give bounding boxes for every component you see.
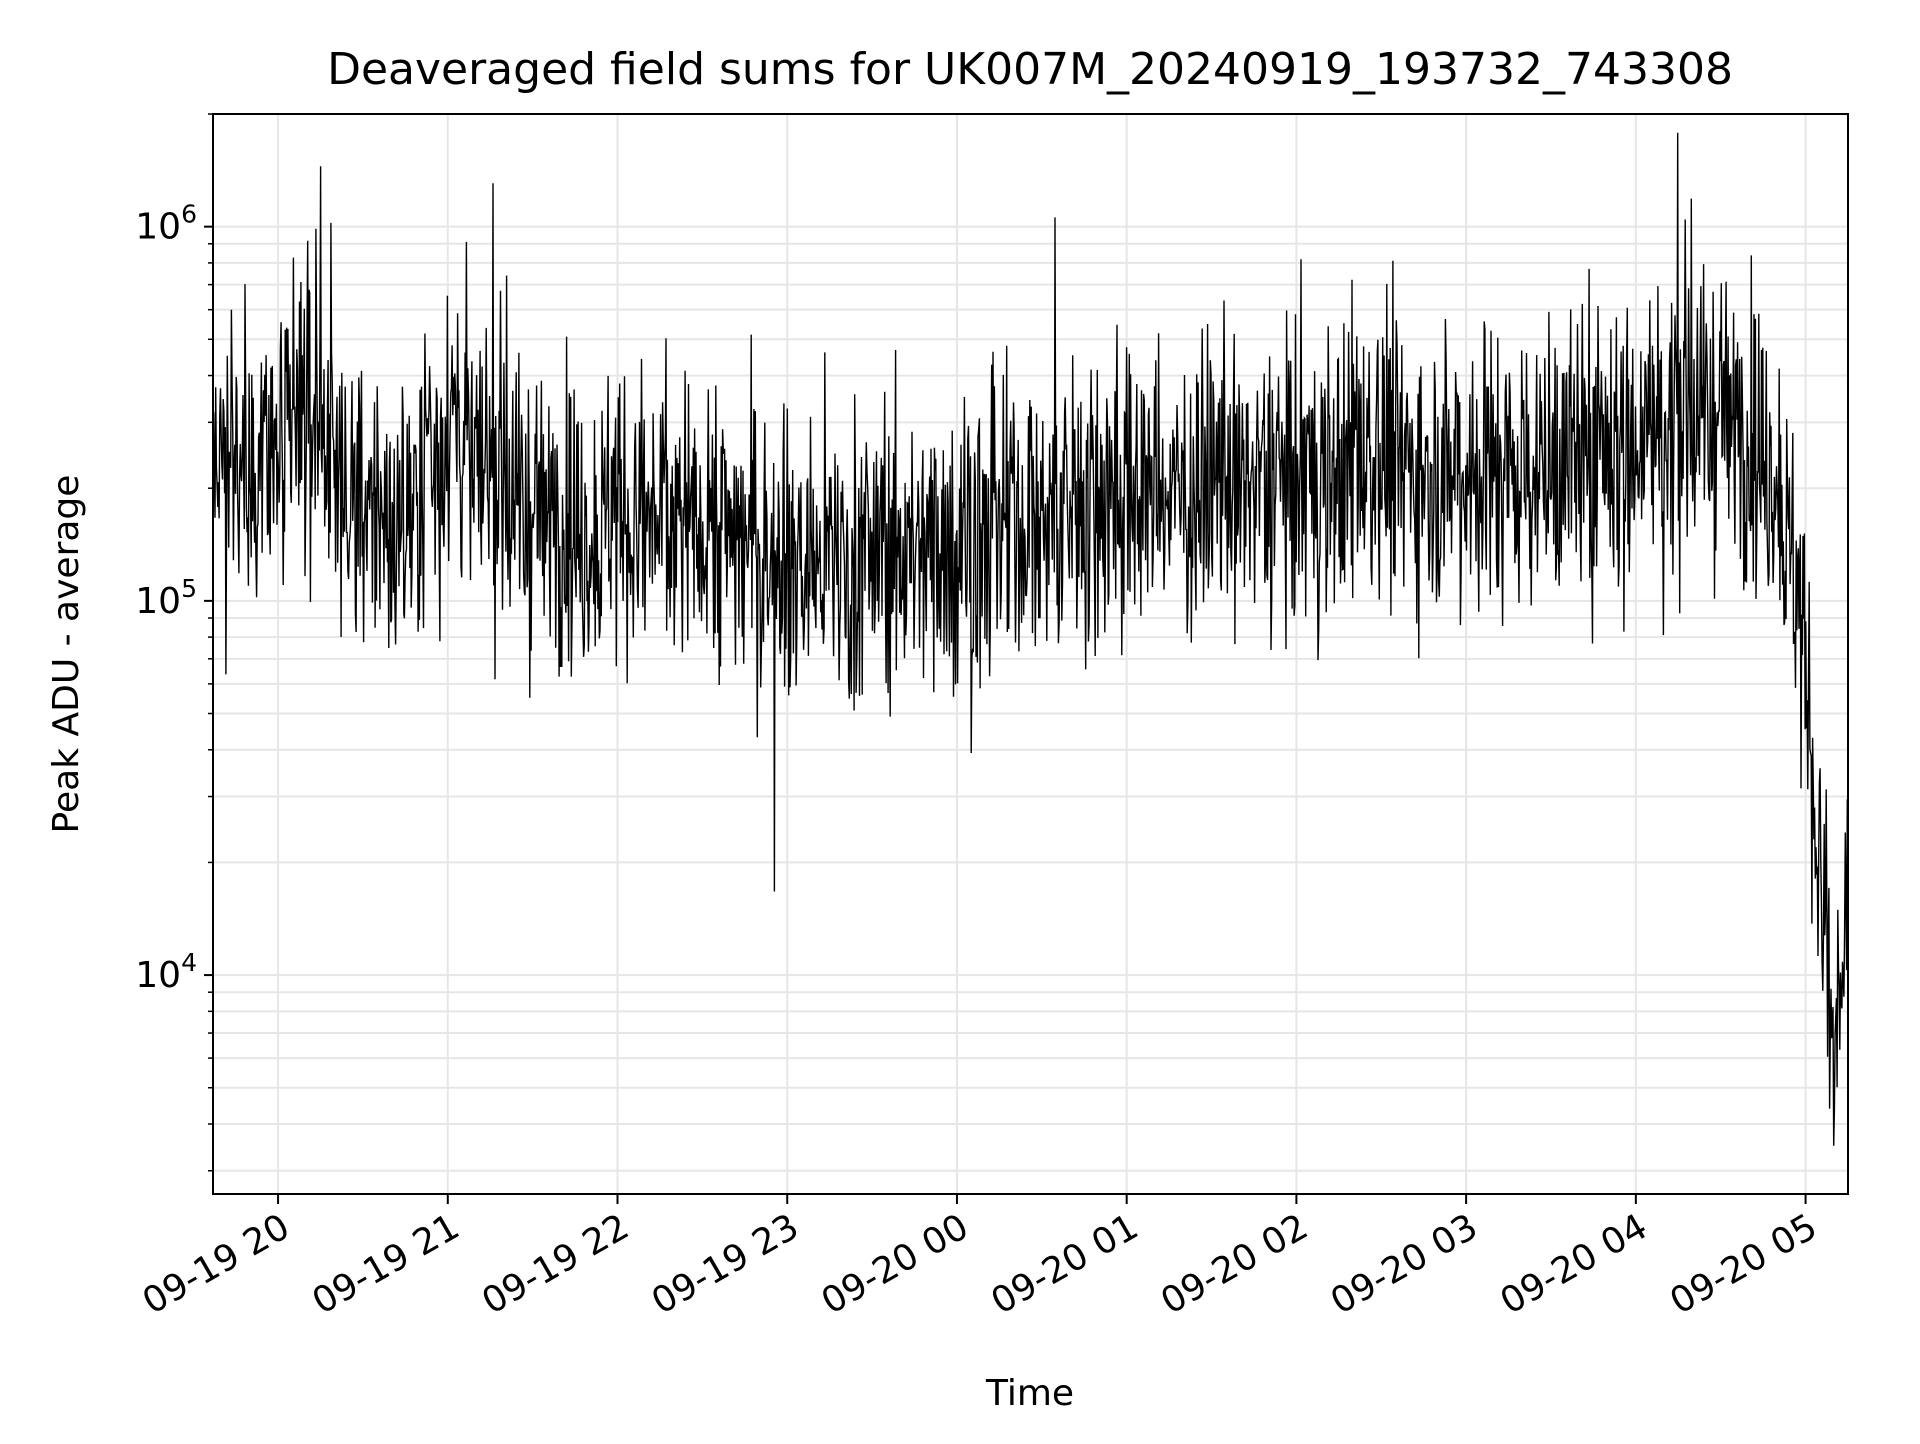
y-tick-label: 104 (135, 948, 197, 996)
y-tick-label: 106 (135, 200, 197, 248)
y-axis: 104 105 106 (135, 113, 213, 1172)
grid (213, 113, 1848, 1194)
y-axis-label: Peak ADU - average (46, 475, 87, 834)
series-line (212, 132, 1849, 1146)
data-line-layer (212, 132, 1849, 1146)
x-axis-label: Time (985, 1373, 1074, 1414)
chart-title: Deaveraged field sums for UK007M_2024091… (327, 44, 1733, 95)
y-tick-label: 105 (135, 574, 197, 622)
plot-frame (212, 113, 1849, 1195)
